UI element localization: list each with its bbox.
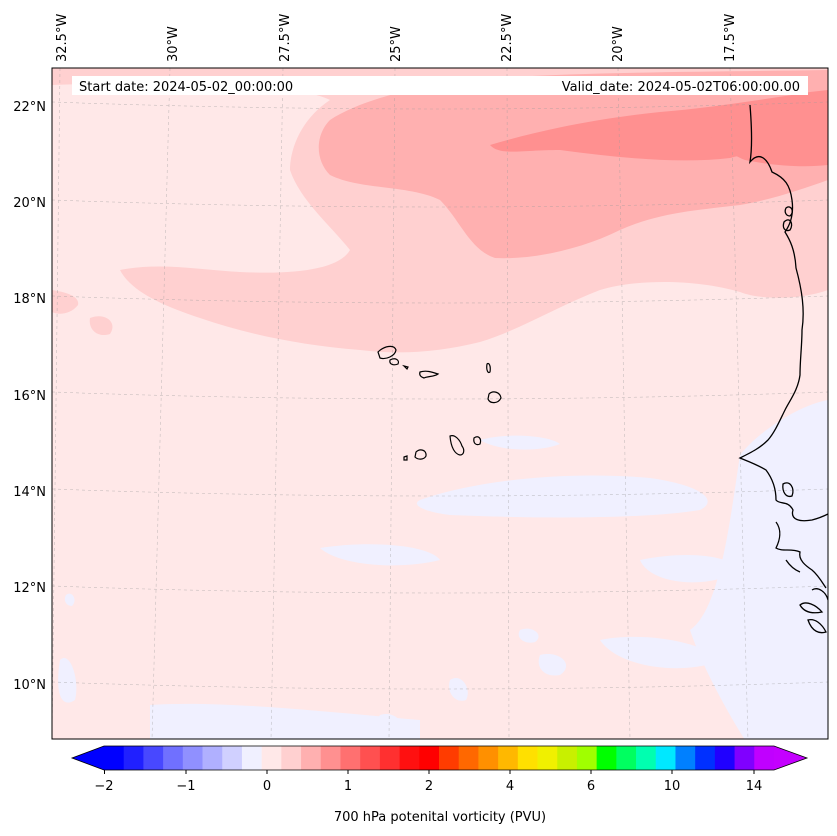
colorbar-cell — [182, 746, 203, 770]
lon-label-27-5w: 27.5°W — [278, 14, 293, 62]
colorbar-cell — [517, 746, 538, 770]
lat-label-14n: 14°N — [13, 485, 46, 500]
colorbar-cell — [379, 746, 400, 770]
start-date-label: Start date: 2024-05-02_00:00:00 — [79, 80, 293, 95]
colorbar-cells — [104, 746, 775, 770]
lat-label-20n: 20°N — [13, 196, 46, 211]
colorbar: −2 −1 0 1 2 4 6 10 14 700 hPa potenital … — [70, 745, 809, 825]
map-panel: Start date: 2024-05-02_00:00:00 Valid_da… — [52, 68, 828, 739]
colorbar-tick-4: 4 — [506, 779, 514, 794]
island-santiago — [449, 435, 465, 456]
colorbar-cell — [478, 746, 499, 770]
latitude-labels: 22°N 20°N 18°N 16°N 14°N 12°N 10°N — [13, 100, 46, 693]
start-date-box — [72, 76, 368, 95]
colorbar-cell — [498, 746, 519, 770]
lon-label-20w: 20°W — [611, 26, 626, 62]
island-sao-nicolau — [419, 370, 440, 379]
colorbar-cell — [222, 746, 243, 770]
island-fogo — [414, 449, 427, 460]
lat-label-12n: 12°N — [13, 581, 46, 596]
colorbar-tick-14: 14 — [746, 779, 763, 794]
colorbar-cell — [301, 746, 322, 770]
cape-verde-islands — [377, 345, 502, 461]
pv-band-low-spot — [89, 316, 113, 336]
colorbar-cell — [734, 746, 755, 770]
valid-date-label: Valid_date: 2024-05-02T06:00:00.00 — [562, 80, 800, 95]
island-sal — [486, 362, 491, 374]
colorbar-cell — [655, 746, 676, 770]
colorbar-tick-1: 1 — [344, 779, 352, 794]
colorbar-cell — [261, 746, 282, 770]
lon-label-30w: 30°W — [166, 26, 181, 62]
graticule — [52, 68, 828, 739]
lon-label-32-5w: 32.5°W — [55, 14, 70, 62]
colorbar-cell — [675, 746, 696, 770]
map-frame — [51, 67, 829, 740]
longitude-labels: 32.5°W 30°W 27.5°W 25°W 22.5°W 20°W 17.5… — [55, 14, 738, 62]
colorbar-tick-0: 0 — [263, 779, 271, 794]
colorbar-tick-neg2: −2 — [94, 779, 113, 794]
lon-label-17-5w: 17.5°W — [723, 14, 738, 62]
colorbar-extend-high — [774, 746, 807, 770]
colorbar-cell — [537, 746, 558, 770]
colorbar-cell — [281, 746, 302, 770]
colorbar-cell — [163, 746, 184, 770]
island-santo-antao — [377, 345, 397, 360]
colorbar-cell — [754, 746, 775, 770]
island-maio — [473, 436, 482, 446]
colorbar-cell — [340, 746, 361, 770]
colorbar-cell — [202, 746, 223, 770]
island-boa-vista — [487, 391, 502, 404]
colorbar-ticks: −2 −1 0 1 2 4 6 10 14 — [94, 770, 762, 794]
colorbar-cell — [458, 746, 479, 770]
lat-label-22n: 22°N — [13, 100, 46, 115]
colorbar-tick-neg1: −1 — [176, 779, 195, 794]
colorbar-cell — [123, 746, 144, 770]
colorbar-cell — [320, 746, 341, 770]
colorbar-cell — [596, 746, 617, 770]
island-santa-luzia — [402, 364, 409, 371]
colorbar-cell — [636, 746, 657, 770]
colorbar-cell — [419, 746, 440, 770]
lat-label-18n: 18°N — [13, 292, 46, 307]
lon-label-25w: 25°W — [389, 26, 404, 62]
colorbar-cell — [695, 746, 716, 770]
colorbar-cell — [714, 746, 735, 770]
colorbar-tick-6: 6 — [587, 779, 595, 794]
colorbar-cell — [104, 746, 125, 770]
island-sao-vicente — [389, 358, 400, 366]
colorbar-cell — [576, 746, 598, 770]
colorbar-cell — [439, 746, 460, 770]
colorbar-cell — [399, 746, 420, 770]
lat-label-16n: 16°N — [13, 389, 46, 404]
valid-date-box — [368, 76, 808, 95]
colorbar-tick-10: 10 — [664, 779, 681, 794]
colorbar-tick-2: 2 — [425, 779, 433, 794]
colorbar-cell — [616, 746, 637, 770]
coastline-africa — [738, 104, 828, 634]
colorbar-cell — [143, 746, 164, 770]
colorbar-label: 700 hPa potenital vorticity (PVU) — [334, 810, 546, 825]
lat-label-10n: 10°N — [13, 678, 46, 693]
colorbar-cell — [360, 746, 381, 770]
island-brava — [403, 455, 408, 461]
pv-negative-patches — [58, 400, 828, 739]
colorbar-extend-low — [72, 746, 104, 770]
lon-label-22-5w: 22.5°W — [500, 14, 515, 62]
colorbar-cell — [241, 746, 263, 770]
colorbar-cell — [557, 746, 578, 770]
